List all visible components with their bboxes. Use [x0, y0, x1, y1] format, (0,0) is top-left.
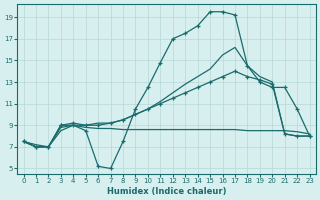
X-axis label: Humidex (Indice chaleur): Humidex (Indice chaleur) [107, 187, 226, 196]
